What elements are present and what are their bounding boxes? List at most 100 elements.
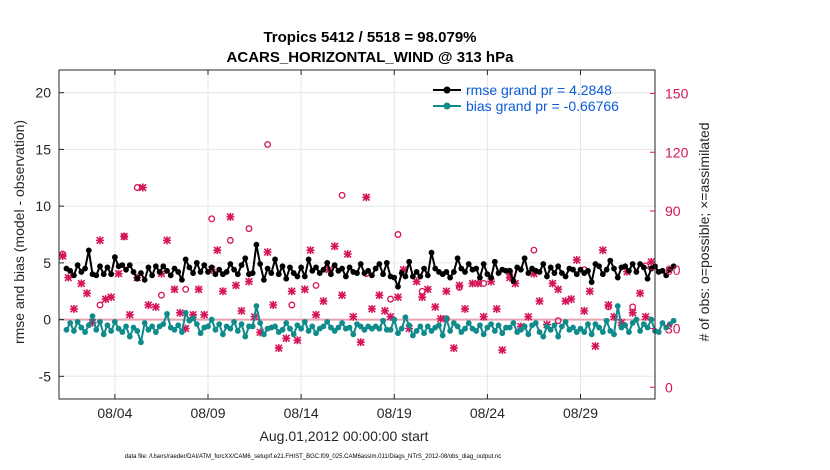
series-point-rmse (309, 267, 316, 274)
series-point-bias (462, 325, 468, 332)
obs-assimilated-point (312, 310, 320, 319)
obs-possible-point (245, 225, 253, 233)
obs-assimilated-point (386, 312, 395, 321)
series-point-rmse (283, 275, 290, 282)
obs-assimilated-point (349, 312, 358, 321)
obs-assimilated-point (367, 304, 376, 313)
series-point-rmse (320, 266, 327, 273)
series-point-bias (655, 329, 662, 335)
y-right-tick-label: 30 (665, 321, 681, 337)
series-point-rmse (93, 272, 100, 279)
series-point-bias (104, 322, 111, 329)
obs-assimilated-point (96, 236, 104, 245)
series-point-rmse (421, 265, 427, 272)
series-point-bias (93, 326, 100, 333)
series-point-rmse (447, 274, 454, 281)
y-axis-right-label: # of obs: o=possible; ×=assimilated (696, 122, 712, 341)
obs-possible-point (208, 215, 216, 223)
series-point-rmse (205, 269, 211, 275)
obs-assimilated-point (269, 301, 278, 309)
series-point-bias (63, 326, 70, 333)
series-point-bias (626, 329, 632, 335)
obs-assimilated-point (598, 246, 607, 255)
series-point-rmse (357, 261, 364, 267)
x-tick-label: 08/09 (190, 405, 225, 421)
series-point-rmse (663, 272, 670, 279)
series-point-rmse (257, 261, 264, 267)
obs-possible-point (554, 317, 562, 325)
obs-assimilated-point (77, 279, 86, 288)
x-tick-label: 08/04 (97, 405, 132, 421)
series-point-rmse (473, 265, 480, 272)
y-tick-label: 20 (35, 85, 51, 101)
series-point-rmse (599, 271, 606, 278)
series-point-bias (644, 324, 651, 331)
y-right-tick-label: 120 (665, 144, 689, 160)
series-point-bias (111, 318, 118, 325)
series-point-rmse (555, 263, 562, 270)
series-point-bias (283, 320, 290, 326)
obs-assimilated-point (431, 302, 440, 311)
series-point-rmse (212, 271, 219, 278)
series-point-bias (473, 328, 480, 334)
series-point-rmse (108, 271, 115, 278)
series-point-rmse (260, 276, 267, 283)
obs-assimilated-point (88, 318, 97, 327)
series-point-rmse (152, 263, 159, 270)
series-point-bias (521, 323, 528, 330)
series-point-rmse (74, 262, 81, 269)
series-point-bias (67, 320, 74, 326)
series-point-bias (193, 321, 200, 328)
series-point-rmse (279, 263, 286, 270)
obs-possible-point (264, 140, 272, 148)
series-point-rmse (484, 271, 491, 278)
series-point-rmse (78, 269, 85, 275)
series-point-rmse (126, 262, 133, 269)
series-point-rmse (104, 264, 111, 271)
obs-assimilated-point (610, 312, 618, 321)
obs-assimilated-point (213, 246, 222, 255)
obs-assimilated-point (58, 252, 67, 261)
obs-assimilated-point (107, 293, 116, 302)
obs-assimilated-point (505, 273, 514, 282)
legend: rmse grand pr = 4.2848 bias grand pr = -… (433, 82, 619, 114)
series-point-bias (540, 333, 547, 340)
obs-assimilated-point (535, 297, 544, 306)
series-point-rmse (540, 261, 547, 267)
series-point-rmse (298, 264, 305, 271)
series-point-rmse (667, 266, 673, 273)
obs-assimilated-point (194, 285, 203, 294)
series-point-rmse (562, 273, 569, 280)
obs-assimilated-point (405, 324, 414, 333)
obs-assimilated-point (442, 287, 451, 296)
series-point-rmse (171, 265, 178, 272)
series-point-bias (555, 333, 562, 340)
series-point-bias (573, 329, 580, 335)
obs-assimilated-point (487, 277, 496, 286)
series-point-rmse (305, 256, 312, 263)
series-point-rmse (432, 265, 439, 272)
obs-assimilated-point (338, 291, 347, 300)
series-point-bias (547, 326, 554, 333)
series-point-bias (328, 324, 334, 331)
obs-assimilated-point (120, 232, 129, 241)
obs-assimilated-point (636, 289, 645, 298)
series-point-bias (395, 330, 401, 337)
series-point-rmse (402, 273, 409, 280)
series-point-rmse (495, 270, 502, 276)
series-point-rmse (346, 264, 353, 271)
obs-assimilated-point (151, 302, 160, 311)
series-point-rmse (372, 265, 379, 272)
series-point-rmse (149, 272, 156, 279)
series-point-rmse (547, 264, 554, 271)
series-point-bias (331, 328, 338, 334)
data-file-footnote: data file: /Users/raeder/DAI/ATM_forcXX/… (125, 454, 501, 460)
obs-assimilated-point (423, 285, 432, 294)
series-point-bias (465, 320, 472, 326)
series-point-rmse (141, 276, 148, 283)
obs-assimilated-point (604, 301, 613, 309)
series-point-rmse (111, 254, 118, 261)
series-point-bias (234, 328, 241, 334)
x-tick-label: 08/29 (563, 405, 598, 421)
obs-possible-point (387, 295, 394, 303)
